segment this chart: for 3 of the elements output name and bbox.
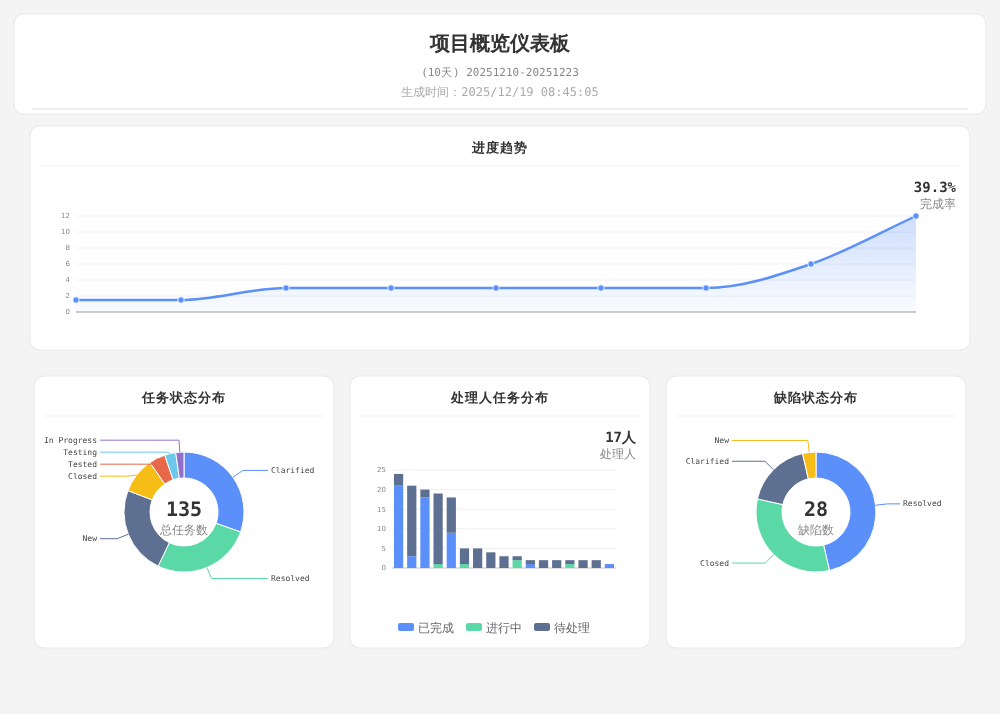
text: 28: [803, 500, 829, 522]
text: 135: [165, 500, 203, 522]
text: 项目概览仪表板: [428, 32, 572, 56]
